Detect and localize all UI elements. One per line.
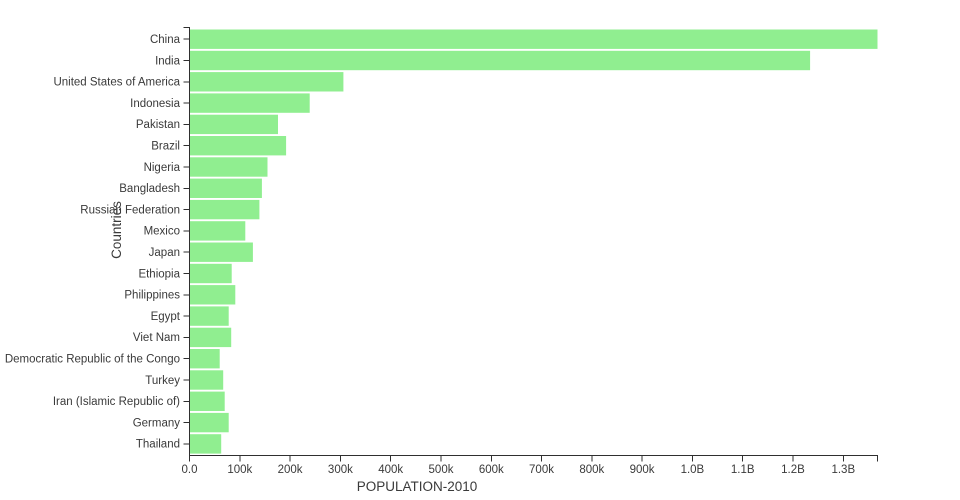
bar-democratic-republic-of-the-congo — [190, 349, 220, 369]
y-tick-label-ethiopia: Ethiopia — [138, 268, 180, 280]
y-tick-label-thailand: Thailand — [136, 439, 180, 451]
x-tick-label-300k: 300k — [328, 464, 353, 476]
bar-japan — [190, 242, 253, 262]
bars-group — [190, 29, 878, 454]
bar-brazil — [190, 136, 287, 156]
x-tick-label-200k: 200k — [278, 464, 303, 476]
y-tick-label-indonesia: Indonesia — [130, 98, 180, 110]
bar-united-states-of-america — [190, 72, 344, 92]
y-tick-label-china: China — [150, 34, 181, 46]
x-tick-label-1-2b: 1.2B — [781, 464, 805, 476]
y-tick-label-iran-islamic-republic-of: Iran (Islamic Republic of) — [53, 396, 180, 408]
bar-china — [190, 29, 878, 49]
y-axis-line — [183, 27, 190, 456]
bar-thailand — [190, 434, 222, 454]
x-tick-label-1-0b: 1.0B — [681, 464, 705, 476]
x-tick-label-1-3b: 1.3B — [831, 464, 855, 476]
bar-germany — [190, 412, 229, 433]
x-tick-label-1-1b: 1.1B — [731, 464, 755, 476]
x-tick-label-400k: 400k — [378, 464, 403, 476]
bar-turkey — [190, 370, 224, 390]
y-tick-label-united-states-of-america: United States of America — [53, 77, 180, 89]
y-tick-label-pakistan: Pakistan — [136, 119, 180, 131]
y-tick-label-india: India — [155, 55, 181, 67]
y-axis: China India United States of America Indone… — [5, 27, 190, 456]
y-tick-label-mexico: Mexico — [144, 226, 180, 238]
y-tick-label-viet-nam: Viet Nam — [133, 332, 180, 344]
y-tick-label-germany: Germany — [133, 417, 181, 429]
bar-bangladesh — [190, 178, 262, 198]
y-tick-label-democratic-republic-of-the-congo: Democratic Republic of the Congo — [5, 353, 180, 365]
x-axis: 0.0 100k 200k 300k 400k 500k 600k 700k 800k 900k 1… — [182, 455, 878, 476]
x-tick-label-500k: 500k — [429, 464, 454, 476]
bar-philippines — [190, 285, 236, 305]
y-axis-title: Countries — [109, 201, 124, 259]
x-tick-label-0-0: 0.0 — [182, 464, 198, 476]
x-axis-title: POPULATION-2010 — [357, 479, 478, 494]
y-tick-label-turkey: Turkey — [145, 375, 180, 387]
x-axis-line — [189, 455, 878, 462]
bar-mexico — [190, 221, 246, 241]
bar-ethiopia — [190, 263, 232, 284]
x-tick-label-700k: 700k — [529, 464, 554, 476]
y-tick-label-egypt: Egypt — [151, 311, 181, 323]
y-tick-label-nigeria: Nigeria — [144, 162, 181, 174]
bar-pakistan — [190, 114, 278, 135]
y-tick-label-brazil: Brazil — [151, 140, 180, 152]
bar-viet-nam — [190, 327, 232, 348]
y-tick-label-bangladesh: Bangladesh — [119, 183, 180, 195]
x-tick-label-900k: 900k — [630, 464, 655, 476]
bar-russian-federation — [190, 199, 260, 220]
x-tick-label-800k: 800k — [579, 464, 604, 476]
y-tick-label-russian-federation: Russian Federation — [80, 204, 180, 216]
bar-nigeria — [190, 157, 268, 177]
bar-india — [190, 50, 811, 71]
x-tick-label-100k: 100k — [227, 464, 252, 476]
y-tick-label-philippines: Philippines — [124, 290, 180, 302]
bar-indonesia — [190, 93, 310, 113]
x-tick-label-600k: 600k — [479, 464, 504, 476]
y-tick-label-japan: Japan — [149, 247, 180, 259]
bar-iran-islamic-republic-of — [190, 391, 225, 411]
bar-egypt — [190, 306, 229, 326]
